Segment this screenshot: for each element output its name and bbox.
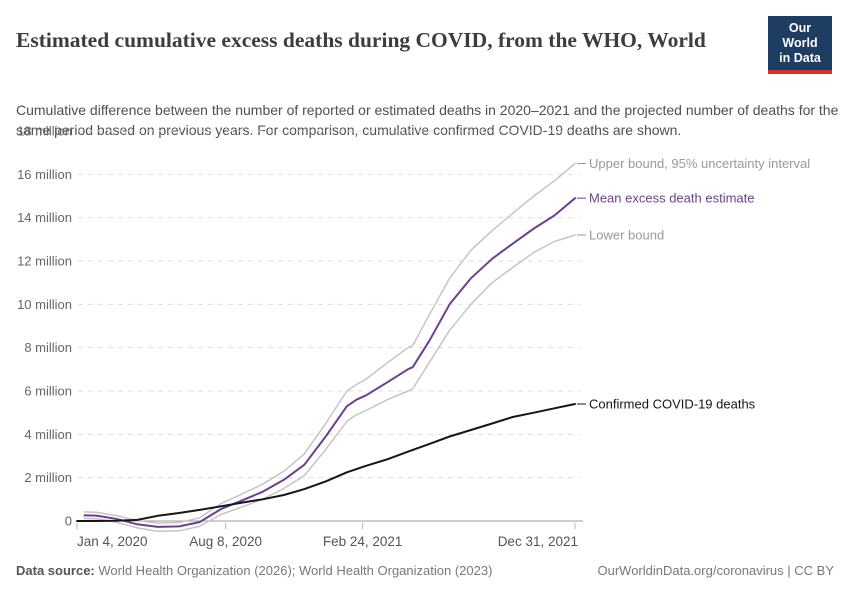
owid-logo-line2: in Data: [779, 51, 821, 65]
x-tick-label: Jan 4, 2020: [77, 534, 148, 549]
y-tick-label: 8 million: [24, 340, 72, 355]
owid-link: OurWorldinData.org/coronavirus | CC BY: [597, 563, 834, 578]
series-line-lower-bound: [83, 234, 576, 533]
data-source-label: Data source:: [16, 563, 95, 578]
x-tick-label: Aug 8, 2020: [189, 534, 262, 549]
series-label-lower-bound: Lower bound: [589, 228, 664, 243]
chart-footer: Data source: World Health Organization (…: [16, 563, 834, 578]
y-tick-label: 14 million: [17, 210, 72, 225]
series-line-upper-bound-95-uncertainty-interval: [83, 162, 576, 524]
series-label-confirmed-covid-19-deaths: Confirmed COVID-19 deaths: [589, 397, 756, 412]
series-label-mean-excess-death-estimate: Mean excess death estimate: [589, 191, 754, 206]
grid-and-axes: 0 2 million 4 million 6 million 8 million 10 …: [17, 124, 583, 549]
y-tick-label: 0: [65, 514, 72, 529]
data-source-note: Data source: World Health Organization (…: [16, 563, 492, 578]
y-tick-label: 12 million: [17, 254, 72, 269]
y-tick-label: 2 million: [24, 470, 72, 485]
series-line-mean-excess-death-estimate: [83, 197, 576, 528]
series-lines: Upper bound, 95% uncertainty interval Low…: [76, 156, 810, 533]
y-tick-label: 4 million: [24, 427, 72, 442]
x-tick-label: Feb 24, 2021: [323, 534, 403, 549]
y-tick-label: 6 million: [24, 384, 72, 399]
data-source-value: World Health Organization (2026); World …: [94, 563, 493, 578]
y-tick-label: 10 million: [17, 297, 72, 312]
series-line-confirmed-covid-19-deaths: [76, 403, 576, 522]
chart-subtitle: Cumulative difference between the number…: [16, 102, 839, 138]
x-tick-label: Dec 31, 2021: [498, 534, 578, 549]
owid-logo: Our World in Data: [768, 16, 832, 74]
owid-logo-line1: Our World: [782, 21, 818, 50]
y-tick-label: 18 million: [17, 124, 72, 139]
page-title: Estimated cumulative excess deaths durin…: [16, 28, 706, 53]
series-label-upper-bound-95-uncertainty-interval: Upper bound, 95% uncertainty interval: [589, 156, 810, 171]
y-tick-label: 16 million: [17, 167, 72, 182]
